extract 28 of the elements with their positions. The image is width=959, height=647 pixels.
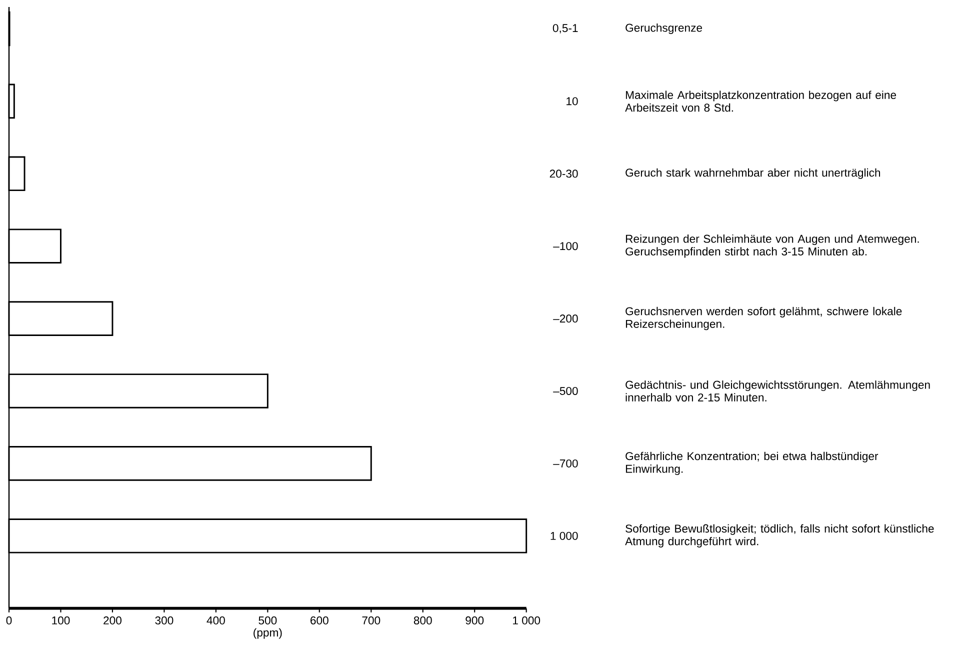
y-tick-label: Gedächtnis- und Gleichgewichtsstörungen. Atemlähmungen innerhalb von 2-15 Minuten.	[626, 380, 930, 402]
x-tick-label: 200	[104, 616, 122, 624]
text: –100	[553, 242, 578, 250]
x-tick-label: 700	[362, 616, 380, 624]
x-tick-label: 400	[206, 616, 225, 624]
y-tick-label: Maximale Arbeitsplatzkonzentration bezogen auf eine Arbeitszeit von 8 Std.	[625, 90, 896, 112]
y-tick-label: Reizungen der Schleimhäute von Augen und Atemwegen. Geruchsempfinden stirbt nach 3-15 Minuten ab.	[626, 234, 919, 258]
x-tick-label: 0	[6, 616, 12, 624]
text: 10	[566, 97, 578, 106]
text: 0,5-1	[552, 24, 578, 34]
text: –500	[553, 386, 578, 395]
x-tick-label: 800	[414, 616, 432, 624]
y-tick-label: Sofortige Bewußtlosigkeit; tödlich, falls nicht sofort künstliche Atmung durchgeführt wird.	[625, 524, 934, 548]
text: –200	[553, 314, 578, 323]
text: 1 000	[550, 532, 578, 540]
y-tick-label: Geruch stark wahrnehmbar aber nicht unerträglich	[626, 168, 880, 179]
y-tick-label: Geruchsnerven werden sofort gelähmt, schwere lokale Reizerscheinungen.	[626, 306, 902, 330]
x-tick-label: 100	[52, 616, 70, 624]
x-tick-label: 900	[466, 616, 484, 624]
x-tick-label: 1 000	[513, 616, 540, 624]
x-tick-label: 500	[258, 616, 277, 624]
text: –700	[553, 459, 578, 468]
y-tick-label: Gefährliche Konzentration; bei etwa halbstündiger Einwirkung.	[626, 452, 878, 476]
y-tick-label: Geruchsgrenze	[626, 23, 702, 34]
x-tick-label: 300	[155, 616, 174, 624]
text: 20-30	[550, 170, 578, 178]
x-tick-label: 600	[310, 616, 328, 624]
x-axis-title: (ppm)	[254, 628, 282, 639]
